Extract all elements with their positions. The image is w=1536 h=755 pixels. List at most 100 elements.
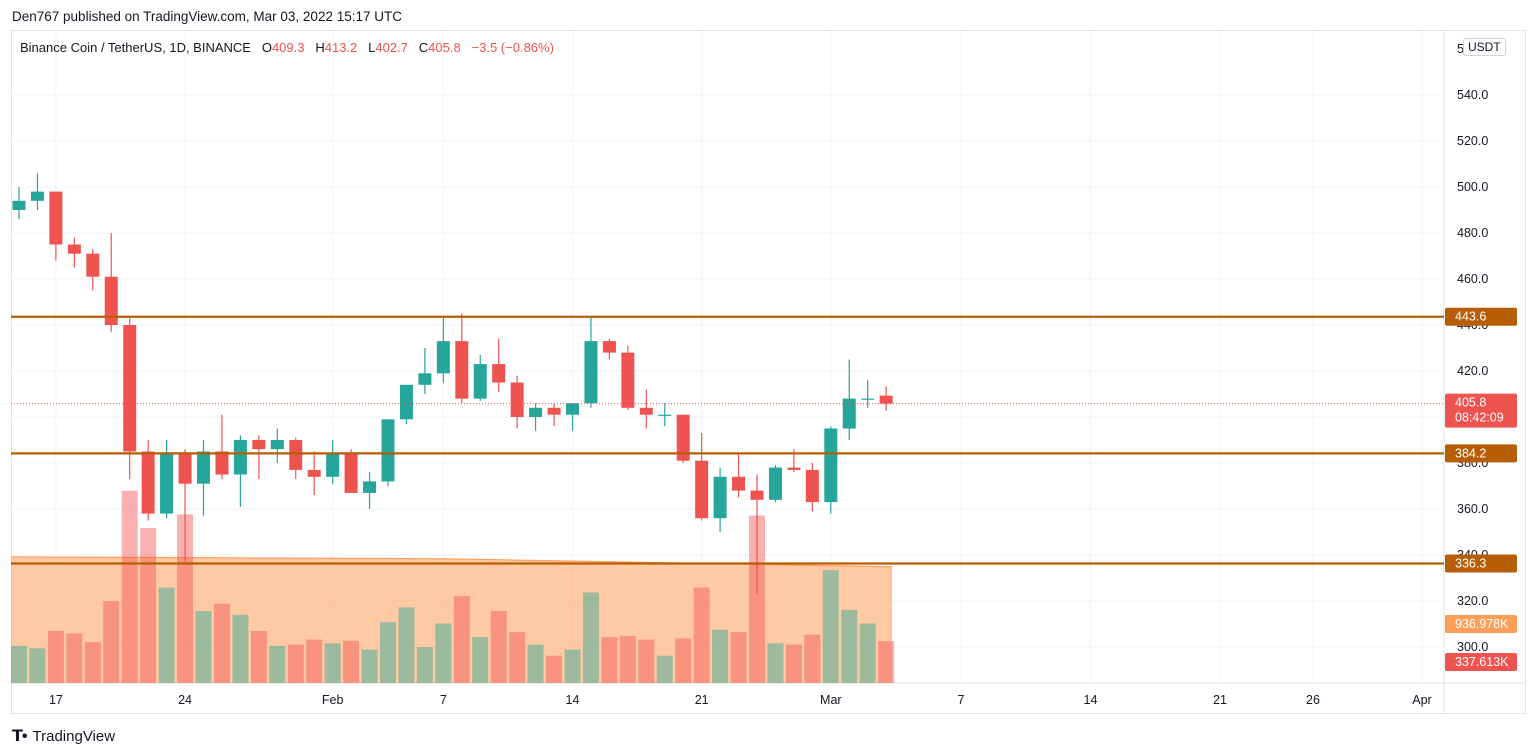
volume-bar bbox=[103, 601, 120, 683]
volume-tag: 337.613K bbox=[1445, 653, 1517, 671]
volume-bar bbox=[804, 634, 821, 683]
volume-bar bbox=[84, 642, 101, 683]
volume-bar bbox=[490, 611, 507, 683]
x-tick-label: Apr bbox=[1412, 693, 1431, 707]
candle-body bbox=[30, 191, 44, 201]
candle-body bbox=[639, 407, 653, 415]
level-tag: 384.2 bbox=[1445, 444, 1517, 463]
volume-bar bbox=[232, 614, 249, 683]
y-tick-label: 320.0 bbox=[1457, 594, 1488, 608]
close-value: 405.8 bbox=[428, 40, 461, 55]
volume-bar bbox=[822, 570, 839, 683]
candle-body bbox=[12, 200, 26, 210]
brand-name: TradingView bbox=[32, 727, 116, 745]
x-tick-label: 24 bbox=[178, 693, 192, 707]
last-price-tag: 405.808:42:09 bbox=[1445, 393, 1517, 428]
level-tag-text: 443.6 bbox=[1455, 310, 1486, 324]
candle-body bbox=[492, 364, 506, 383]
volume-bar bbox=[675, 638, 692, 683]
candle-body bbox=[713, 476, 727, 519]
candle-body bbox=[197, 451, 210, 484]
volume-bar bbox=[306, 639, 323, 683]
y-tick-label: 480.0 bbox=[1457, 226, 1488, 240]
candle-body bbox=[363, 481, 377, 493]
candle-body bbox=[178, 453, 192, 484]
candle-body bbox=[381, 419, 395, 482]
candle-body bbox=[418, 373, 432, 385]
candle-body bbox=[141, 451, 155, 514]
candle-body bbox=[307, 469, 321, 477]
candle-body bbox=[842, 398, 856, 429]
volume-bar bbox=[269, 645, 286, 683]
volume-bar bbox=[140, 528, 157, 683]
candle-body bbox=[252, 440, 266, 450]
volume-bar bbox=[749, 515, 765, 683]
x-tick-label: 26 bbox=[1306, 693, 1320, 707]
last-price-tag-text: 08:42:09 bbox=[1455, 411, 1504, 425]
symbol-legend: Binance Coin / TetherUS, 1D, BINANCE O40… bbox=[20, 40, 554, 55]
x-tick-label: 7 bbox=[958, 693, 965, 707]
x-tick-label: 14 bbox=[1084, 693, 1098, 707]
low-value: 402.7 bbox=[375, 40, 408, 55]
volume-bar bbox=[121, 490, 138, 683]
candle-body bbox=[86, 253, 100, 277]
level-tag-bg bbox=[1445, 307, 1517, 326]
candle-body bbox=[658, 414, 672, 416]
candle-body bbox=[399, 384, 413, 420]
open-label: O bbox=[261, 40, 272, 55]
candle-body bbox=[473, 364, 487, 399]
candle-body bbox=[805, 469, 819, 503]
candle-body bbox=[584, 341, 598, 404]
candle-body bbox=[436, 341, 450, 374]
y-tick-label: 420.0 bbox=[1457, 364, 1488, 378]
last-price-tag-bg bbox=[1445, 393, 1517, 428]
volume-bar bbox=[546, 655, 563, 683]
high-value: 413.2 bbox=[324, 40, 358, 55]
volume-bars bbox=[11, 490, 895, 683]
candle-body bbox=[695, 460, 709, 519]
candle-body bbox=[861, 398, 875, 400]
x-tick-label: 14 bbox=[566, 693, 580, 707]
footer-brand[interactable]: 𝗧• TradingView bbox=[12, 726, 115, 746]
low-label: L bbox=[368, 40, 376, 55]
volume-bar bbox=[158, 587, 175, 683]
candle-body bbox=[344, 453, 358, 493]
support-resistance-lines bbox=[11, 315, 1444, 565]
x-tick-label: Feb bbox=[322, 693, 344, 707]
candle-body bbox=[270, 440, 284, 450]
volume-bar bbox=[324, 643, 341, 683]
volume-bar bbox=[343, 640, 360, 683]
volume-ma-tag-bg bbox=[1445, 615, 1517, 633]
volume-bar bbox=[453, 596, 470, 683]
x-tick-label: 7 bbox=[440, 693, 447, 707]
volume-bar bbox=[878, 641, 895, 683]
candle-body bbox=[104, 276, 118, 325]
x-tick-label: 21 bbox=[695, 693, 709, 707]
volume-bar bbox=[398, 607, 415, 683]
volume-bar bbox=[177, 514, 194, 683]
y-tick-label: 520.0 bbox=[1457, 134, 1488, 148]
last-price-tag-text: 405.8 bbox=[1455, 396, 1486, 410]
volume-bar bbox=[509, 632, 526, 683]
volume-tag-bg bbox=[1445, 653, 1517, 671]
volume-bar bbox=[582, 592, 599, 683]
y-tick-label: 300.0 bbox=[1457, 640, 1488, 654]
volume-bar bbox=[527, 644, 544, 683]
volume-bar bbox=[213, 603, 230, 683]
level-tag-bg bbox=[1445, 444, 1517, 463]
volume-tag-text: 337.613K bbox=[1455, 655, 1509, 669]
price-tags: 443.6 384.2 336.3 405.808:42:09 936.978K 337.… bbox=[1445, 307, 1517, 671]
volume-bar bbox=[841, 609, 858, 683]
volume-bar bbox=[66, 633, 83, 683]
volume-bar bbox=[767, 643, 784, 683]
volume-ma-fill bbox=[11, 556, 893, 683]
y-tick-label: 500.0 bbox=[1457, 180, 1488, 194]
volume-bar bbox=[712, 629, 729, 683]
change-value: −3.5 (−0.86%) bbox=[471, 40, 554, 55]
x-tick-label: 17 bbox=[49, 693, 63, 707]
volume-bar bbox=[195, 611, 212, 683]
currency-unit-button[interactable]: USDT bbox=[1463, 38, 1506, 56]
candle-body bbox=[566, 403, 579, 415]
candle-body bbox=[768, 467, 782, 500]
